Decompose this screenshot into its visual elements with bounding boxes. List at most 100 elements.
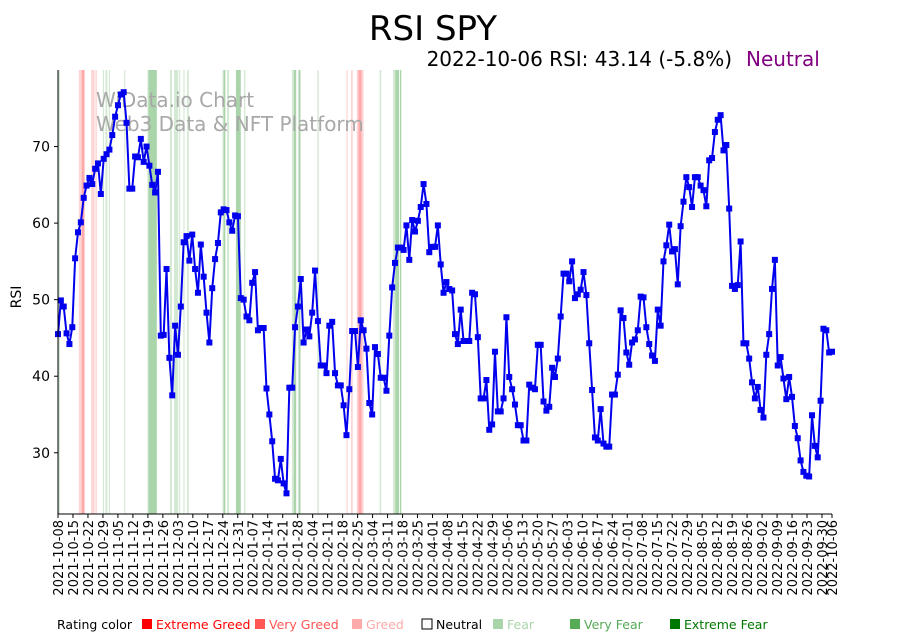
rating-band-fear — [317, 70, 319, 514]
y-tick-label: 70 — [32, 140, 50, 156]
rsi-point — [123, 119, 130, 126]
x-tick-label: 2022-08-12 — [711, 520, 726, 596]
rsi-point — [192, 266, 199, 273]
rsi-point — [94, 160, 101, 167]
rsi-point — [563, 270, 570, 277]
rsi-point — [737, 238, 744, 245]
rsi-point — [569, 258, 576, 265]
x-tick-label: 2022-07-29 — [681, 520, 696, 596]
rsi-point — [791, 422, 798, 429]
rsi-point — [709, 155, 716, 162]
rsi-point — [723, 142, 730, 149]
rsi-point — [312, 267, 319, 274]
rsi-point — [483, 377, 490, 384]
rsi-point — [169, 392, 176, 399]
rating-bands — [58, 70, 402, 514]
rsi-point — [829, 348, 835, 355]
x-tick-label: 2022-02-04 — [307, 520, 322, 596]
x-tick-label: 2022-09-23 — [801, 520, 816, 596]
legend-swatch-extreme-greed — [142, 619, 152, 629]
rsi-point — [780, 375, 787, 382]
rsi-point — [209, 285, 216, 292]
rsi-point — [249, 279, 256, 286]
x-tick-label: 2021-10-08 — [52, 520, 67, 596]
rsi-point — [260, 324, 267, 331]
rsi-point — [817, 397, 824, 404]
rsi-point — [414, 217, 421, 224]
rsi-point — [320, 362, 327, 369]
rsi-point — [746, 355, 753, 362]
rsi-point — [811, 442, 818, 449]
rsi-point — [246, 317, 253, 324]
rsi-point — [629, 339, 636, 346]
rsi-point — [189, 231, 196, 238]
rsi-point — [689, 204, 696, 211]
rsi-point — [720, 147, 727, 154]
rsi-point — [543, 407, 550, 414]
rsi-point — [809, 412, 816, 419]
rsi-point — [703, 203, 710, 210]
rsi-point — [663, 242, 670, 249]
x-tick-label: 2022-02-18 — [337, 520, 352, 596]
rsi-point — [760, 414, 767, 421]
rsi-point — [137, 135, 144, 142]
rating-band-fear — [222, 70, 224, 514]
legend-swatch-very-greed — [255, 619, 265, 629]
rsi-point — [280, 480, 287, 487]
rsi-point — [731, 285, 738, 292]
legend-label-neutral: Neutral — [436, 617, 482, 632]
rsi-point — [749, 379, 756, 386]
x-tick-label: 2022-07-01 — [621, 520, 636, 596]
x-tick-label: 2022-03-11 — [382, 520, 397, 596]
rsi-point — [440, 289, 447, 296]
rsi-point — [580, 269, 587, 276]
rating-band-fear — [108, 70, 110, 514]
rsi-point — [674, 281, 681, 288]
rating-band-greed — [95, 70, 97, 514]
rsi-point — [92, 165, 99, 172]
legend-label-fear: Fear — [507, 617, 535, 632]
rsi-point — [297, 275, 304, 282]
rsi-point — [531, 386, 538, 393]
rsi-point — [149, 181, 156, 188]
rsi-point — [283, 490, 290, 497]
rsi-point — [83, 182, 90, 189]
rsi-point — [66, 341, 73, 348]
rating-band-fear — [187, 70, 189, 514]
rsi-point — [666, 221, 673, 228]
rating-band-fear — [393, 70, 396, 514]
x-tick-label: 2022-01-21 — [277, 520, 292, 596]
rsi-point — [554, 355, 561, 362]
rsi-point — [186, 257, 193, 264]
rsi-point — [392, 259, 399, 266]
x-tick-label: 2022-04-15 — [457, 520, 472, 596]
rsi-point — [714, 116, 721, 123]
rsi-point — [114, 102, 121, 109]
rsi-point — [640, 294, 647, 301]
rsi-point — [74, 229, 81, 236]
rsi-point — [506, 373, 513, 380]
rsi-point — [517, 422, 524, 429]
rsi-point — [183, 233, 190, 240]
rsi-point — [743, 340, 750, 347]
rsi-point — [294, 303, 301, 310]
x-tick-label: 2022-01-14 — [262, 520, 277, 596]
rsi-point — [109, 132, 116, 139]
x-tick-label: 2021-12-10 — [187, 520, 202, 596]
rsi-point — [217, 209, 224, 216]
rsi-point — [557, 313, 564, 320]
rsi-point — [631, 336, 638, 343]
rating-band-fear — [227, 70, 230, 514]
watermark-line-2: Web3 Data & NFT Platform — [96, 112, 364, 136]
rsi-point — [229, 227, 236, 234]
legend-swatch-neutral — [421, 618, 433, 630]
rsi-point — [306, 333, 313, 340]
rsi-point — [671, 246, 678, 253]
rsi-point — [766, 331, 773, 338]
rating-band-greed — [351, 70, 353, 514]
x-tick-label: 2022-06-17 — [591, 520, 606, 596]
rsi-point — [486, 426, 493, 433]
rsi-point — [309, 309, 316, 316]
rsi-point — [526, 381, 533, 388]
rating-band-very-fear — [223, 70, 226, 514]
